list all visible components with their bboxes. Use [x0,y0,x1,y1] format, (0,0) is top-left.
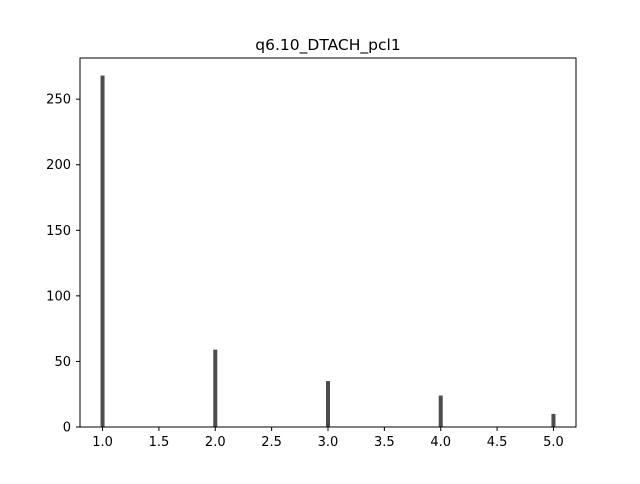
chart-title: q6.10_DTACH_pcl1 [255,36,400,55]
x-tick-label: 1.5 [149,435,170,450]
histogram-bar [213,349,218,427]
x-tick-label: 3.0 [318,435,339,450]
y-axis: 0 50 100 150 200 250 [46,93,80,436]
histogram-bar [551,413,556,427]
x-tick-label: 4.5 [487,435,508,450]
bars-group [100,75,556,427]
x-tick-label: 4.0 [430,435,451,450]
x-tick-label: 2.5 [261,435,282,450]
y-tick-label: 200 [46,158,71,173]
x-tick-label: 1.0 [92,435,113,450]
plot-frame [79,57,577,428]
y-tick-label: 100 [46,289,71,304]
y-tick-label: 0 [63,421,71,436]
x-tick-label: 3.5 [374,435,395,450]
x-axis: 1.0 1.5 2.0 2.5 3.0 3.5 4.0 4.5 5.0 [92,427,564,450]
histogram-bar [326,381,330,427]
x-tick-label: 5.0 [543,435,564,450]
histogram-bar [100,75,105,427]
y-tick-label: 250 [46,93,71,108]
histogram-bar [438,395,443,427]
x-tick-label: 2.0 [205,435,226,450]
y-tick-label: 150 [46,224,71,239]
y-tick-label: 50 [54,355,71,370]
